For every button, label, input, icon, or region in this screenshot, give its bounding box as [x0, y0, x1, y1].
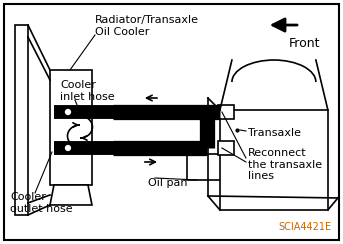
Text: Cooler
inlet hose: Cooler inlet hose: [60, 80, 115, 102]
Bar: [218, 105, 234, 119]
Text: SCIA4421E: SCIA4421E: [279, 222, 332, 232]
Bar: [50, 70, 92, 185]
Text: Oil pan: Oil pan: [148, 178, 187, 188]
Circle shape: [64, 144, 72, 152]
Polygon shape: [50, 185, 92, 205]
Text: Radiator/Transaxle
Oil Cooler: Radiator/Transaxle Oil Cooler: [95, 15, 199, 37]
Bar: [220, 110, 328, 210]
Text: Front: Front: [289, 37, 321, 50]
Bar: [187, 154, 223, 180]
Bar: [218, 141, 234, 155]
Text: Reconnect
the transaxle
lines: Reconnect the transaxle lines: [248, 148, 322, 181]
Circle shape: [64, 108, 72, 116]
Bar: [15, 25, 28, 215]
Text: Cooler
outlet hose: Cooler outlet hose: [10, 192, 73, 214]
Text: Transaxle: Transaxle: [248, 128, 301, 138]
